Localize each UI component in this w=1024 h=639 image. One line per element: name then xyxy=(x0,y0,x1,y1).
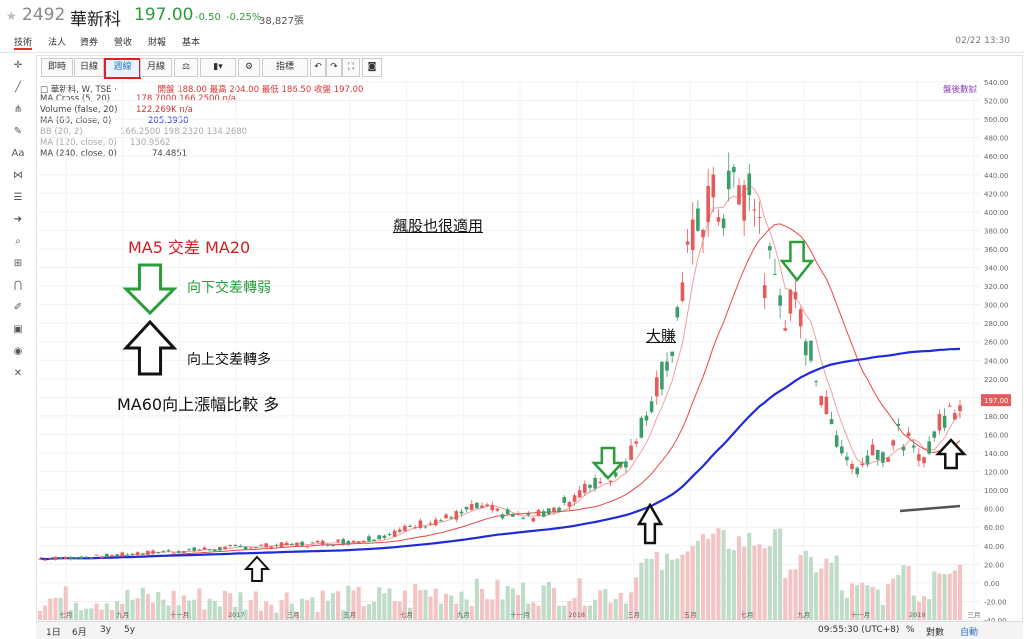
range-5y-button[interactable]: 5y xyxy=(124,625,136,635)
log-toggle[interactable]: 對數 xyxy=(926,628,945,638)
crosshair-icon[interactable]: ✛ xyxy=(13,60,23,71)
tab-technical[interactable]: 技術 xyxy=(14,35,33,50)
legend-row: MA (120, close, 0) 130.9562 xyxy=(40,138,171,148)
volume: 38,827張 xyxy=(259,16,304,27)
trendline-icon[interactable]: ╱ xyxy=(14,82,22,93)
legend-label: Volume (false, 20) xyxy=(40,105,118,115)
range-3y-button[interactable]: 3y xyxy=(100,625,112,635)
eye-icon[interactable]: ◉ xyxy=(13,346,23,357)
range-6m-button[interactable]: 6月 xyxy=(72,628,87,638)
favorite-star-icon[interactable]: ★ xyxy=(6,9,17,23)
legend-row: MA (60, close, 0) 205.3950 xyxy=(40,116,189,126)
legend-label: MA (60, close, 0) xyxy=(40,116,112,126)
bottom-bar: 1日 6月 3y 5y 09:55:30 (UTC+8) % 對數 自動 xyxy=(36,621,1023,639)
interval-monthly-button[interactable]: 月線 xyxy=(140,58,172,77)
chart-area xyxy=(36,55,1023,625)
legend-value: 166.2500 198.2320 134.2680 xyxy=(120,127,248,137)
range-1d-button[interactable]: 1日 xyxy=(46,628,61,638)
interval-weekly-button[interactable]: 週線 xyxy=(104,58,141,79)
fullscreen-icon[interactable]: ⛶ xyxy=(342,58,360,77)
fib-icon[interactable]: ☰ xyxy=(13,192,23,203)
clock: 09:55:30 (UTC+8) xyxy=(818,625,900,635)
tab-basic[interactable]: 基本 xyxy=(182,38,201,48)
annotation-down-cross: 向下交差轉弱 xyxy=(187,280,271,296)
stock-code: 2492 xyxy=(22,5,66,25)
legend-row: MA Cross (5, 20) 178.7000 166.2500 n/a xyxy=(40,94,236,104)
tab-margin[interactable]: 資券 xyxy=(80,38,99,48)
quote-datetime: 02/22 13:30 xyxy=(955,36,1010,46)
percent-toggle[interactable]: % xyxy=(906,625,915,635)
legend-row: Volume (false, 20) 122.269K n/a xyxy=(40,105,193,115)
lock-icon[interactable]: ▣ xyxy=(13,324,23,335)
legend-row: BB (20, 2) 166.2500 198.2320 134.2680 xyxy=(40,127,247,137)
legend-label: MA (240, close, 0) xyxy=(40,149,117,159)
tab-revenue[interactable]: 營收 xyxy=(114,38,133,48)
indicators-label: 指標 xyxy=(275,62,294,72)
undo-icon[interactable]: ↶ xyxy=(310,58,326,77)
chart-style-icon[interactable]: ▮▾ xyxy=(200,58,236,77)
tab-financials[interactable]: 財報 xyxy=(148,38,167,48)
legend-value: 178.7000 166.2500 n/a xyxy=(136,94,236,104)
legend-value: 205.3950 xyxy=(148,116,189,126)
snapshot-icon[interactable]: ◙ xyxy=(362,58,382,77)
pencil-lock-icon[interactable]: ✐ xyxy=(13,302,23,313)
interval-daily-button[interactable]: 日線 xyxy=(74,58,104,77)
section-tabs: 技術 法人 資券 營收 財報 基本 xyxy=(0,32,1024,52)
legend-ohlc: 開盤 188.00 最高 204.00 最低 186.50 收盤 197.00 xyxy=(157,85,364,95)
legend-row: MA (240, close, 0) 74.4851 xyxy=(40,149,187,159)
stock-name: 華新科 xyxy=(70,10,121,30)
annotation-big-gain: 大賺 xyxy=(646,327,677,345)
legend-label: BB (20, 2) xyxy=(40,127,83,137)
after-hours-link[interactable]: 盤後數據 xyxy=(943,85,978,95)
settings-icon[interactable]: ⚙ xyxy=(238,58,260,77)
annotation-up-cross: 向上交差轉多 xyxy=(187,352,271,368)
annotation-ma60: MA60向上漲幅比較 多 xyxy=(117,395,280,414)
legend-value: 130.9562 xyxy=(130,138,171,148)
interval-intraday-button[interactable]: 即時 xyxy=(41,58,73,77)
tab-institutional[interactable]: 法人 xyxy=(48,38,67,48)
legend-title: □ 華新科, W, TSE · xyxy=(40,85,117,95)
brush-icon[interactable]: ✎ xyxy=(13,126,23,137)
legend-value: 122.269K n/a xyxy=(136,105,193,115)
magnet-icon[interactable]: ⋂ xyxy=(13,280,23,291)
measure-icon[interactable]: ⊞ xyxy=(13,258,23,269)
price-change-pct: -0.25% xyxy=(226,12,262,23)
divider xyxy=(0,52,1024,53)
fork-icon[interactable]: ⋔ xyxy=(13,104,23,115)
text-icon[interactable]: Aa xyxy=(11,148,25,159)
quote-header: ★ 2492 華新科 197.00 -0.50 -0.25% 38,827張 xyxy=(0,0,1024,30)
redo-icon[interactable]: ↷ xyxy=(326,58,342,77)
compare-icon[interactable]: ⚖ xyxy=(174,58,198,77)
price-change: -0.50 xyxy=(195,12,221,23)
zoom-icon[interactable]: ⌕ xyxy=(15,236,21,247)
last-price: 197.00 xyxy=(134,5,194,25)
pattern-icon[interactable]: ⋈ xyxy=(13,170,23,181)
legend-label: MA Cross (5, 20) xyxy=(40,94,111,104)
indicators-button[interactable]: 指標 xyxy=(262,58,308,77)
legend-title-row: □ 華新科, W, TSE · 開盤 188.00 最高 204.00 最低 1… xyxy=(40,83,363,95)
auto-toggle[interactable]: 自動 xyxy=(960,628,979,638)
legend-value: 74.4851 xyxy=(152,149,188,159)
drawing-toolbar: ✛ ╱ ⋔ ✎ Aa ⋈ ☰ ➜ ⌕ ⊞ ⋂ ✐ ▣ ◉ ✕ xyxy=(6,58,30,388)
annotation-ma-cross: MA5 交差 MA20 xyxy=(128,238,251,257)
arrow-left-icon[interactable]: ➜ xyxy=(13,214,23,225)
legend-label: MA (120, close, 0) xyxy=(40,138,117,148)
delete-icon[interactable]: ✕ xyxy=(13,368,23,379)
annotation-title: 飆股也很適用 xyxy=(393,217,484,235)
